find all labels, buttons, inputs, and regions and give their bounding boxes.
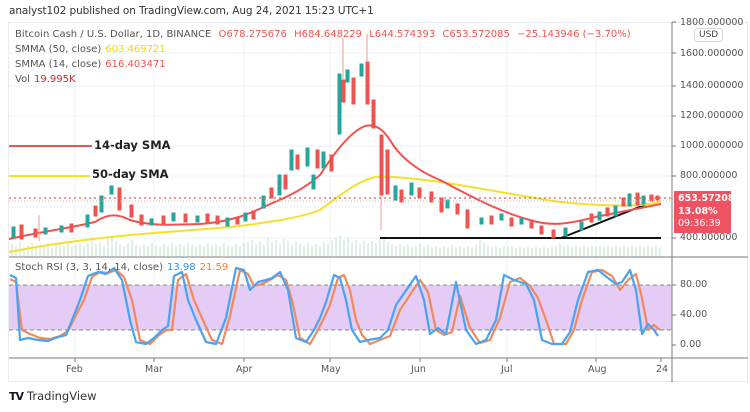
sma14-line <box>8 124 662 240</box>
symbol-legend: Bitcoin Cash / U.S. Dollar, 1D, BINANCE … <box>15 29 635 40</box>
stoch-rsi-legend[interactable]: Stoch RSI (3, 3, 14, 14, close) 13.98 21.5… <box>15 262 232 273</box>
price-tick-1800: 1800.000000 <box>680 17 744 28</box>
current-price-tag: 653.572085 13.08% 09:36:39 <box>674 191 742 233</box>
rsi-tick-80: 80.00 <box>680 279 708 290</box>
stoch-rsi-k-value: 13.98 <box>167 262 196 273</box>
price-tick-1000: 1000.000000 <box>680 140 744 151</box>
smma50-value: 603.469721 <box>105 44 166 55</box>
volume-legend[interactable]: Vol 19.995K <box>15 74 76 85</box>
time-label-may: May <box>321 364 341 375</box>
time-label-apr: Apr <box>236 364 253 375</box>
tradingview-logo[interactable]: TV TradingView <box>9 389 97 403</box>
candlesticks <box>11 34 660 241</box>
current-price: 653.572085 <box>678 193 742 204</box>
sma14-annotation: 14-day SMA <box>94 138 171 152</box>
tradingview-brand: TradingView <box>27 389 97 403</box>
stoch-rsi-label: Stoch RSI (3, 3, 14, 14, close) <box>15 262 163 273</box>
price-tick-800: 800.000000 <box>680 170 738 181</box>
volume-bars <box>11 235 661 256</box>
ohlc-open: O678.275676 <box>218 29 287 40</box>
time-label-jun: Jun <box>411 364 426 375</box>
time-label-jul: Jul <box>501 364 513 375</box>
ohlc-low: L644.574393 <box>369 29 436 40</box>
ohlc-close: C653.572085 <box>442 29 510 40</box>
smma14-value: 616.403471 <box>105 59 166 70</box>
sma50-annotation: 50-day SMA <box>92 167 169 181</box>
ohlc-change: −25.143946 (−3.70%) <box>517 29 631 40</box>
time-label-24: 24 <box>656 364 669 375</box>
rsi-k-line <box>9 266 659 346</box>
ohlc-high: H684.648229 <box>294 29 363 40</box>
rsi-band <box>9 285 672 330</box>
symbol-label: Bitcoin Cash / U.S. Dollar, 1D, BINANCE <box>15 29 212 40</box>
price-tick-1200: 1200.000000 <box>680 110 744 121</box>
time-label-aug: Aug <box>588 364 607 375</box>
published-header: analyst102 published on TradingView.com,… <box>9 5 374 17</box>
rsi-tick-0: 0.00 <box>680 339 702 350</box>
tradingview-logo-icon: TV <box>9 389 24 403</box>
price-tick-400: 400.000000 <box>680 232 738 243</box>
price-tick-1600: 1600.000000 <box>680 48 744 59</box>
bar-countdown: 09:36:39 <box>678 218 721 229</box>
sma50-line <box>8 175 662 253</box>
currency-badge[interactable]: USD <box>694 28 724 42</box>
price-tick-1400: 1400.000000 <box>680 80 744 91</box>
rsi-tick-40: 40.00 <box>680 309 708 320</box>
smma50-legend[interactable]: SMMA (50, close) 603.469721 <box>15 44 166 55</box>
stoch-rsi-d-value: 21.59 <box>199 262 229 273</box>
volume-value: 19.995K <box>33 74 76 85</box>
time-label-feb: Feb <box>66 364 83 375</box>
time-label-mar: Mar <box>145 364 163 375</box>
smma14-legend[interactable]: SMMA (14, close) 616.403471 <box>15 59 166 70</box>
current-change-pct: 13.08% <box>678 205 718 217</box>
